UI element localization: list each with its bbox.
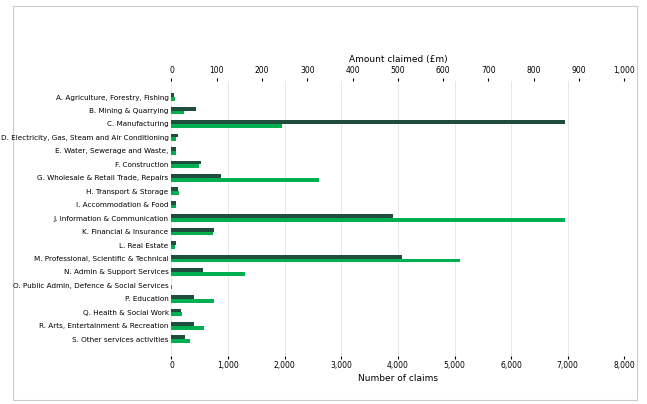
Bar — [171, 218, 565, 222]
Bar — [171, 309, 181, 312]
Bar — [171, 124, 282, 128]
Bar — [171, 268, 203, 272]
Bar — [171, 93, 173, 97]
Bar — [171, 120, 565, 124]
Bar — [171, 312, 182, 316]
Bar — [171, 111, 184, 114]
Bar — [171, 215, 393, 218]
Bar — [171, 231, 213, 236]
Bar — [171, 97, 175, 101]
Bar — [171, 151, 176, 155]
Bar — [171, 259, 460, 262]
Bar — [171, 228, 215, 231]
Bar — [171, 295, 194, 299]
Bar — [171, 201, 176, 205]
Bar — [171, 191, 179, 195]
Bar — [171, 255, 402, 259]
Bar — [171, 326, 204, 330]
Bar — [171, 272, 245, 276]
Bar — [171, 137, 176, 141]
Bar — [171, 322, 194, 326]
X-axis label: Amount claimed (£m): Amount claimed (£m) — [349, 55, 447, 64]
Bar — [171, 174, 221, 178]
Bar — [171, 335, 185, 339]
Bar — [171, 245, 175, 249]
Bar — [171, 147, 176, 151]
Bar — [171, 241, 176, 245]
Bar — [171, 134, 179, 137]
Bar — [171, 178, 319, 181]
Bar — [171, 299, 215, 303]
Bar — [171, 187, 179, 191]
Bar — [171, 164, 199, 168]
Bar — [171, 107, 197, 111]
Bar — [171, 205, 176, 208]
Bar — [171, 339, 190, 343]
Bar — [171, 160, 201, 164]
X-axis label: Number of claims: Number of claims — [358, 374, 438, 383]
